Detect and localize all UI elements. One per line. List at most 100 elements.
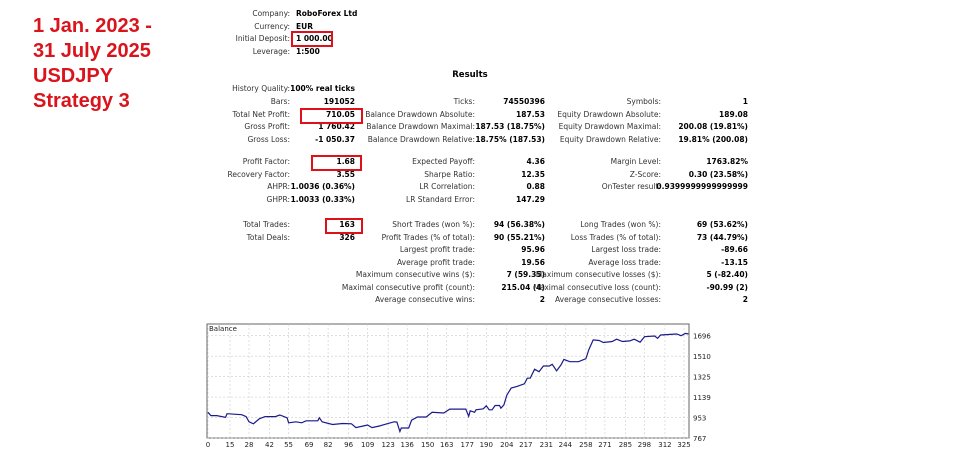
- stat-label: Profit Trades (% of total):: [381, 233, 475, 242]
- strategy-annotation: 1 Jan. 2023 - 31 July 2025 USDJPY Strate…: [33, 14, 152, 114]
- stat-label: Expected Payoff:: [412, 157, 475, 166]
- stat-value: 1: [742, 97, 748, 106]
- x-tick-label: 136: [401, 441, 415, 449]
- x-tick-label: 123: [381, 441, 394, 449]
- stat-value: 69 (53.62%): [696, 220, 748, 229]
- x-tick-label: 271: [598, 441, 611, 449]
- y-tick-label: 1325: [693, 374, 711, 382]
- x-tick-label: 244: [559, 441, 573, 449]
- stat-label: Gross Profit:: [244, 122, 290, 131]
- stat-value: 326: [339, 233, 355, 242]
- stat-value: 12.35: [521, 170, 545, 179]
- stat-value: 0.9399999999999999: [656, 182, 748, 191]
- account-label: Leverage:: [252, 47, 290, 56]
- stat-label: OnTester result:: [601, 182, 661, 191]
- stat-label: Short Trades (won %):: [392, 220, 475, 229]
- stat-value: 3.55: [336, 170, 355, 179]
- stat-value: 1.0033 (0.33%): [290, 195, 355, 204]
- y-tick-label: 1510: [693, 353, 711, 361]
- stat-label: Margin Level:: [610, 157, 661, 166]
- x-tick-label: 163: [440, 441, 453, 449]
- stat-label: Equity Drawdown Absolute:: [557, 110, 661, 119]
- stat-label: Average profit trade:: [396, 258, 475, 267]
- annotation-line: USDJPY: [33, 65, 114, 87]
- x-tick-label: 204: [500, 441, 514, 449]
- x-tick-label: 190: [480, 441, 493, 449]
- stat-value: 0.88: [526, 182, 545, 191]
- stat-label: Bars:: [270, 97, 290, 106]
- stat-label: Balance Drawdown Absolute:: [365, 110, 475, 119]
- stat-label: Average loss trade:: [588, 258, 661, 267]
- chart-title: Balance: [209, 325, 237, 333]
- stat-value: 5 (-82.40): [706, 270, 748, 279]
- stat-value: 2: [539, 295, 545, 304]
- x-tick-label: 42: [265, 441, 274, 449]
- stat-value: 7 (59.35): [506, 270, 545, 279]
- account-value: RoboForex Ltd: [296, 9, 358, 18]
- stat-value: 1763.82%: [706, 157, 748, 166]
- stat-label: LR Standard Error:: [406, 195, 475, 204]
- stat-value: 4.36: [526, 157, 545, 166]
- stat-value: 1 760.42: [318, 122, 355, 131]
- stat-label: Ticks:: [453, 97, 475, 106]
- stat-label: Maximum consecutive wins ($):: [355, 270, 475, 279]
- stat-label: Sharpe Ratio:: [424, 170, 475, 179]
- stat-label: Profit Factor:: [242, 157, 290, 166]
- balance-line: [207, 332, 689, 434]
- account-label: Initial Deposit:: [235, 34, 290, 43]
- annotation-line: Strategy 3: [33, 90, 130, 112]
- x-tick-label: 82: [324, 441, 333, 449]
- stat-value: 215.04 (4): [501, 283, 545, 292]
- stat-value: -89.66: [721, 245, 748, 254]
- stat-label: Balance Drawdown Maximal:: [366, 122, 475, 131]
- x-tick-label: 69: [305, 441, 314, 449]
- stat-value: 710.05: [326, 110, 355, 119]
- stat-value: 74550396: [503, 97, 545, 106]
- stat-label: History Quality:: [232, 84, 290, 93]
- stat-label: Total Net Profit:: [232, 110, 290, 119]
- stat-label: Equity Drawdown Relative:: [559, 135, 661, 144]
- y-tick-label: 953: [693, 415, 706, 423]
- stat-label: Largest loss trade:: [591, 245, 661, 254]
- y-tick-label: 767: [693, 435, 706, 443]
- stat-value: 0.30 (23.58%): [688, 170, 748, 179]
- stat-label: Equity Drawdown Maximal:: [558, 122, 661, 131]
- stat-label: LR Correlation:: [419, 182, 475, 191]
- x-tick-label: 312: [658, 441, 671, 449]
- x-tick-label: 258: [579, 441, 592, 449]
- x-tick-label: 325: [677, 441, 690, 449]
- stat-label: Average consecutive wins:: [375, 295, 475, 304]
- x-tick-label: 96: [344, 441, 353, 449]
- account-label: Currency:: [254, 22, 290, 31]
- x-tick-label: 285: [619, 441, 632, 449]
- account-value: 1:500: [296, 47, 320, 56]
- annotation-line: 1 Jan. 2023 -: [33, 15, 152, 37]
- stat-label: AHPR:: [267, 182, 290, 191]
- stat-value: 94 (56.38%): [493, 220, 545, 229]
- stat-label: Largest profit trade:: [399, 245, 475, 254]
- stat-label: GHPR:: [266, 195, 290, 204]
- stat-value: 90 (55.21%): [493, 233, 545, 242]
- x-tick-label: 109: [361, 441, 374, 449]
- stat-label: Total Deals:: [246, 233, 290, 242]
- x-tick-label: 231: [540, 441, 553, 449]
- stat-label: Recovery Factor:: [227, 170, 290, 179]
- stat-value: -90.99 (2): [706, 283, 748, 292]
- account-label: Company:: [252, 9, 290, 18]
- results-heading: Results: [452, 70, 488, 80]
- highlight-box-profit-factor: [311, 155, 362, 171]
- x-tick-label: 217: [519, 441, 532, 449]
- y-tick-label: 1696: [693, 333, 711, 341]
- highlight-box-total-trades: [325, 218, 363, 234]
- stat-label: Balance Drawdown Relative:: [367, 135, 475, 144]
- stat-value: 163: [339, 220, 355, 229]
- annotation-line: 31 July 2025: [33, 40, 151, 62]
- highlight-box-net-profit: [300, 108, 363, 124]
- stat-value: 1.0036 (0.36%): [290, 182, 355, 191]
- stat-label: Maximal consecutive profit (count):: [341, 283, 475, 292]
- plot-area: [206, 323, 690, 439]
- stat-value: -1 050.37: [315, 135, 355, 144]
- account-value: EUR: [296, 22, 313, 31]
- x-tick-label: 177: [461, 441, 474, 449]
